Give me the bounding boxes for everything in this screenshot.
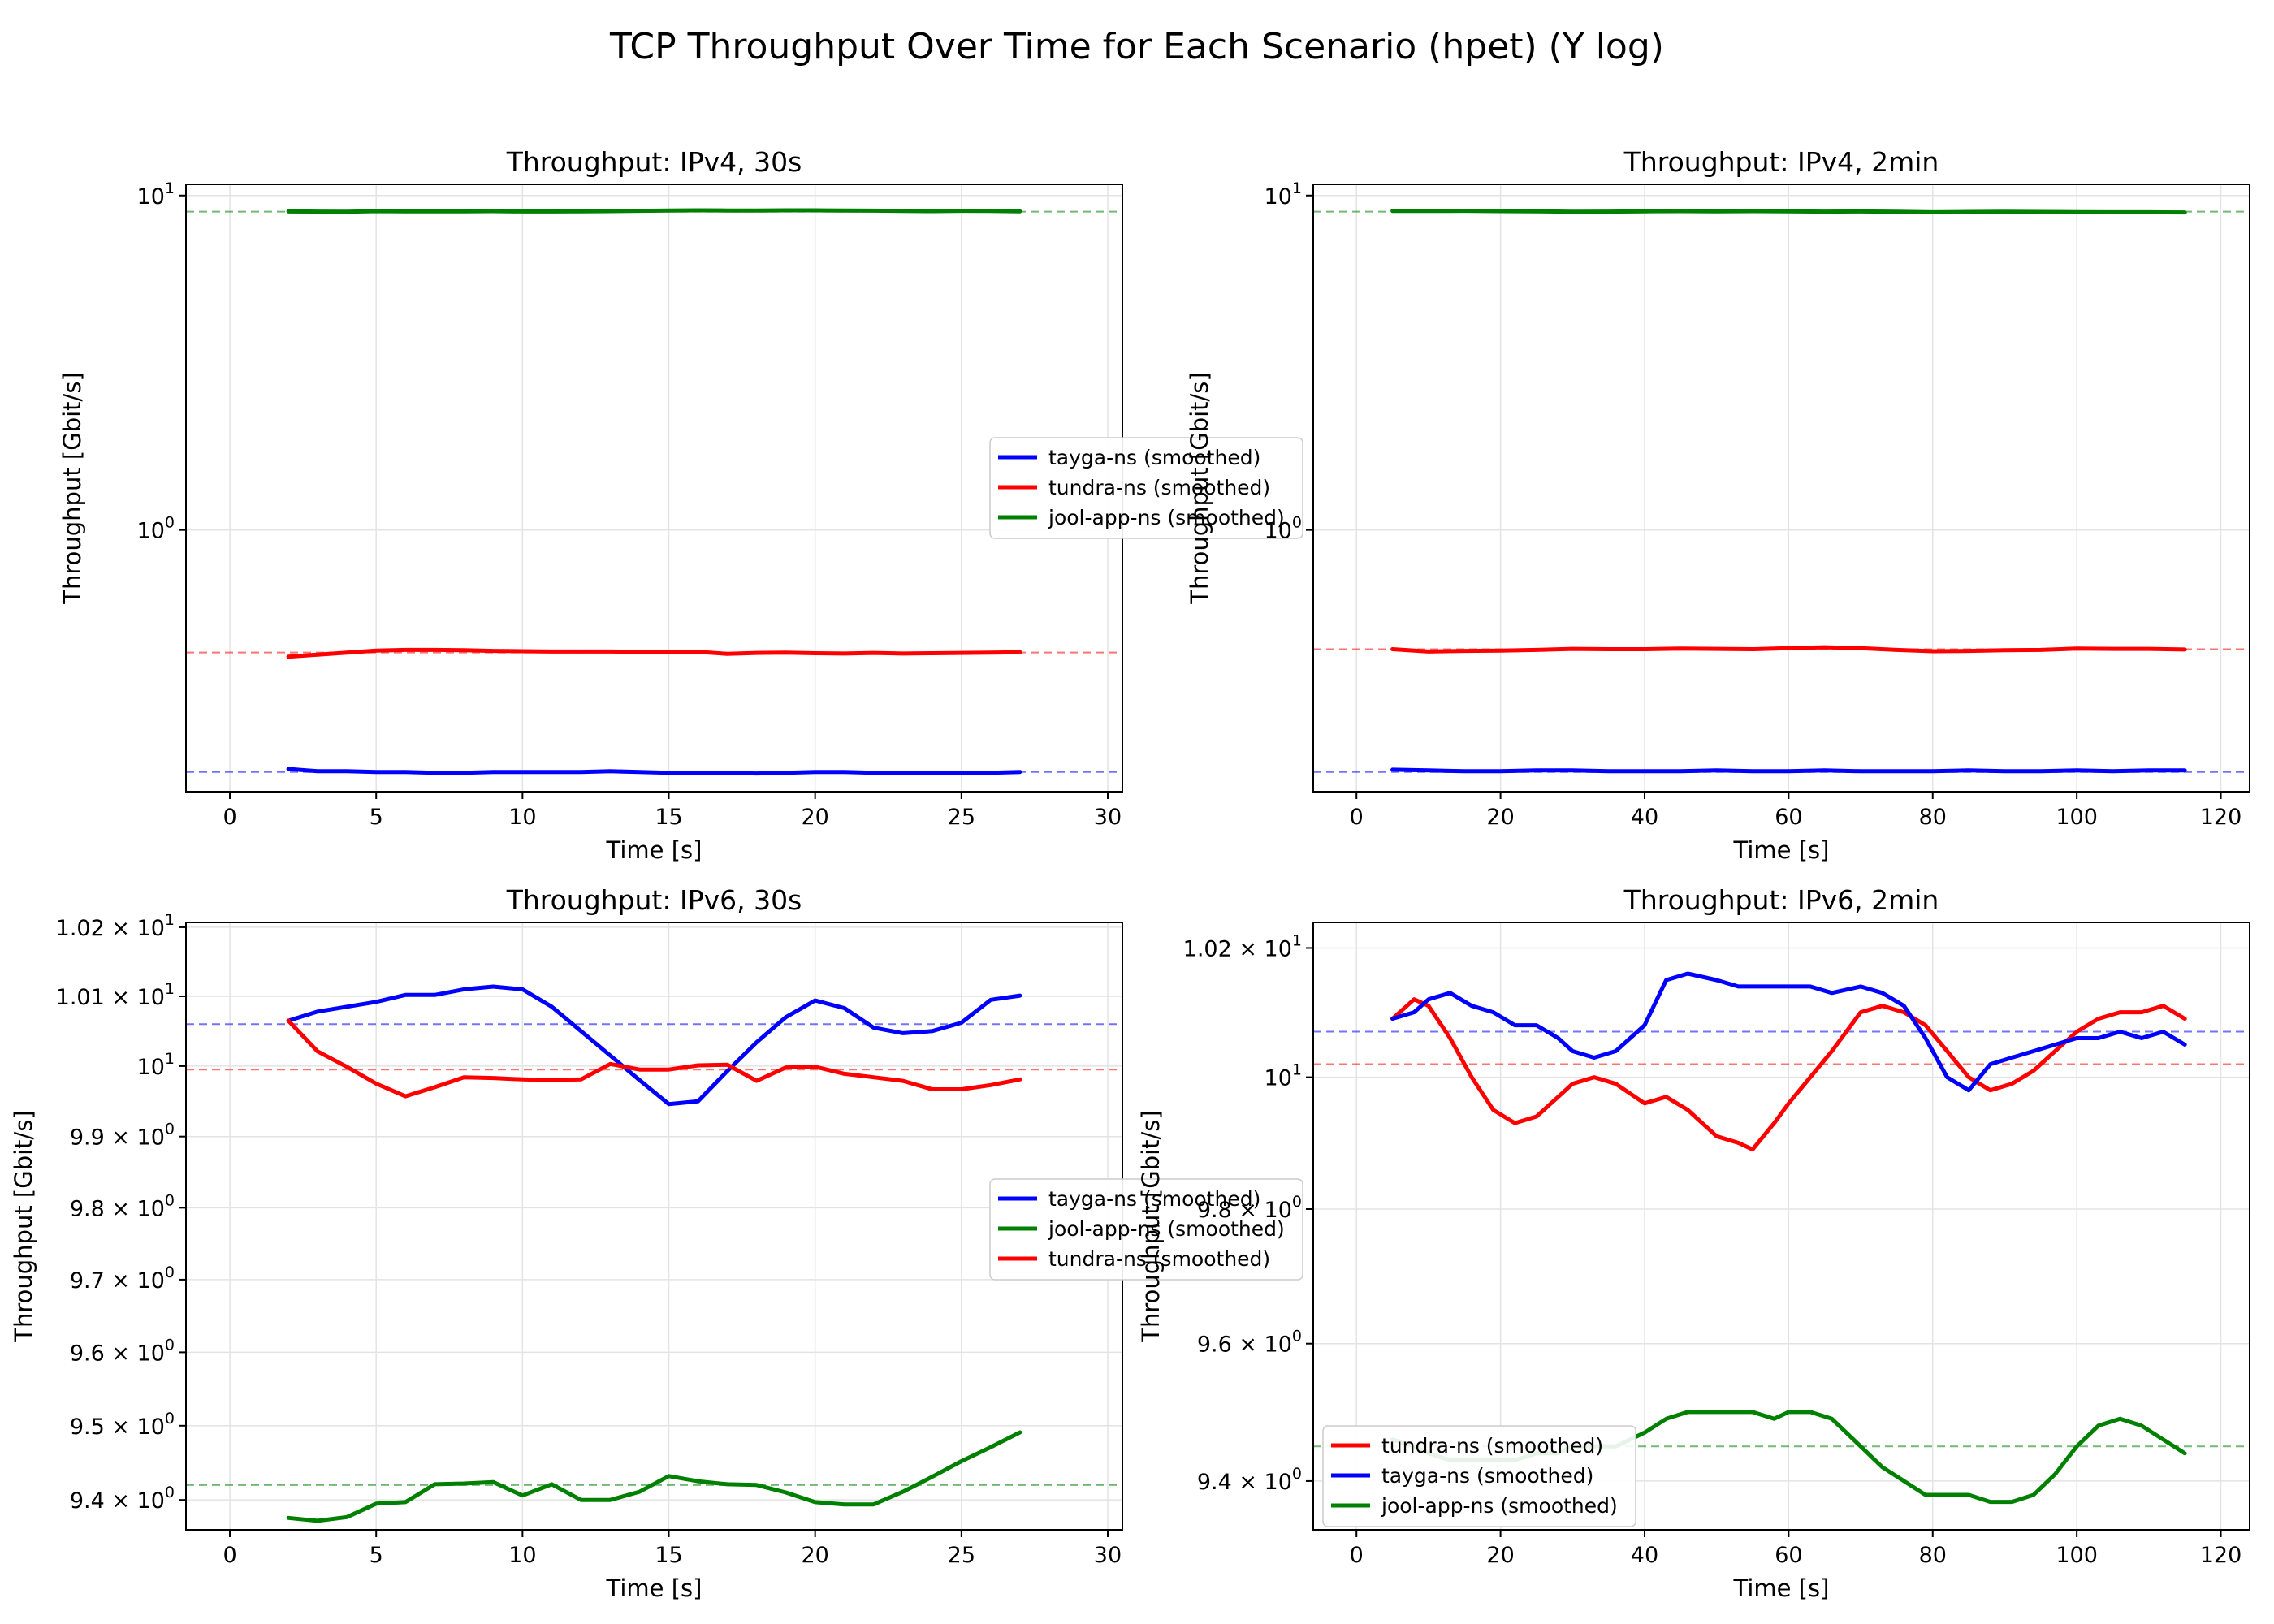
x-tick-label: 25 [948,805,975,830]
x-tick-label: 0 [1350,805,1364,830]
y-tick-label: 9.9 × 100 [70,1121,175,1151]
x-tick-label: 0 [223,805,236,830]
y-tick-label: 1.02 × 101 [1183,931,1302,961]
y-tick-label: 1.02 × 101 [56,911,175,941]
y-tick-label: 9.8 × 100 [1197,1193,1302,1223]
x-tick-label: 20 [801,805,828,830]
x-tick-label: 10 [508,1543,536,1568]
legend-entry: jool-app-ns (smoothed) [1048,1217,1285,1241]
y-tick-label: 9.8 × 100 [70,1191,175,1221]
y-axis-label: Throughput [Gbit/s] [58,372,86,604]
y-tick-label: 101 [137,179,175,209]
series-line-tundra-ns [1390,997,2187,1151]
legend-entry: tayga-ns (smoothed) [1048,446,1260,469]
series-line-tundra-ns [286,647,1022,659]
x-tick-label: 5 [370,1543,383,1568]
y-tick-label: 9.6 × 100 [70,1336,175,1366]
legend-box [1322,1425,1636,1527]
y-tick-label: 101 [1265,1061,1302,1091]
y-tick-label: 1.01 × 101 [56,980,175,1010]
axes-frame [1312,184,2250,793]
x-tick-label: 60 [1775,1543,1802,1568]
series-line-tayga-ns [1390,971,2187,1093]
x-tick-label: 60 [1775,805,1802,830]
subplot-3: 0 5 10 15 20 25 30 1.02 × 101 1.01 × 101 101 9.9 ×… [10,884,1303,1602]
series-line-tundra-ns [286,1018,1022,1099]
legend: tayga-ns (smoothed) tundra-ns (smoothed) j… [989,437,1303,539]
legend-box [989,1178,1303,1281]
subplot-title: Throughput: IPv4, 2min [1623,146,1939,178]
y-axis-label: Throughput [Gbit/s] [10,1110,37,1342]
y-tick-label: 101 [1265,179,1302,209]
legend-entry: tayga-ns (smoothed) [1381,1464,1593,1488]
series-line-jool-app-ns [1390,209,2187,215]
legend: tayga-ns (smoothed) jool-app-ns (smoothed… [989,1178,1303,1281]
y-tick-label: 9.6 × 100 [1197,1328,1302,1358]
x-tick-label: 0 [1350,1543,1364,1568]
y-tick-label: 9.4 × 100 [70,1484,175,1514]
legend-entry: jool-app-ns (smoothed) [1381,1494,1618,1518]
subplot-1: 0 5 10 15 20 25 30 101 100 Throughput: IPv4, 30s T… [58,146,1303,864]
legend-entry: tundra-ns (smoothed) [1381,1434,1603,1458]
x-tick-label: 20 [1486,805,1514,830]
series-line-tayga-ns [1390,767,2187,774]
x-tick-label: 20 [1486,1543,1514,1568]
x-axis-label: Time [s] [1733,1574,1830,1602]
x-tick-label: 15 [655,1543,682,1568]
figure-title: TCP Throughput Over Time for Each Scenar… [609,26,1664,67]
legend-entry: tundra-ns (smoothed) [1048,476,1270,499]
x-tick-label: 20 [801,1543,828,1568]
x-tick-label: 0 [223,1543,236,1568]
y-tick-label: 9.5 × 100 [70,1410,175,1440]
legend-entry: jool-app-ns (smoothed) [1048,506,1285,529]
x-tick-label: 120 [2200,1543,2242,1568]
x-tick-label: 5 [370,805,383,830]
subplot-2: 0 20 40 60 80 100 120 101 100 Throughput: IPv4, 2… [1186,146,2250,864]
legend-entry: tundra-ns (smoothed) [1048,1247,1270,1271]
legend: tundra-ns (smoothed) tayga-ns (smoothed) j… [1322,1425,1636,1527]
series-line-tundra-ns [1390,645,2187,654]
x-tick-label: 100 [2056,1543,2098,1568]
x-tick-label: 30 [1094,805,1122,830]
axes-frame [1312,922,2250,1531]
y-axis-label: Throughput [Gbit/s] [1137,1110,1165,1342]
x-tick-label: 80 [1919,805,1947,830]
x-axis-label: Time [s] [606,836,703,864]
x-tick-label: 10 [508,805,536,830]
x-tick-label: 100 [2056,805,2098,830]
legend-entry: tayga-ns (smoothed) [1048,1187,1260,1211]
y-tick-label: 100 [1265,514,1302,544]
x-tick-label: 15 [655,805,682,830]
series-line-tayga-ns [286,984,1022,1107]
series-line-jool-app-ns [286,1430,1022,1523]
y-tick-label: 9.7 × 100 [70,1263,175,1294]
x-tick-label: 30 [1094,1543,1122,1568]
y-tick-label: 101 [137,1050,175,1080]
x-tick-label: 120 [2200,805,2242,830]
x-tick-label: 80 [1919,1543,1947,1568]
subplot-title: Throughput: IPv6, 2min [1623,884,1939,916]
x-tick-label: 40 [1631,1543,1658,1568]
subplot-title: Throughput: IPv4, 30s [506,146,802,178]
series-line-jool-app-ns [286,208,1022,214]
y-tick-label: 9.4 × 100 [1197,1465,1302,1495]
legend-box [989,437,1303,539]
y-tick-label: 100 [137,514,175,544]
x-tick-label: 40 [1631,805,1658,830]
subplot-4: 0 20 40 60 80 100 120 1.02 × 101 101 9.8 × 100 9.6… [1137,884,2250,1602]
x-axis-label: Time [s] [606,1574,703,1602]
x-axis-label: Time [s] [1733,836,1830,864]
y-axis-label: Throughput [Gbit/s] [1186,372,1213,604]
subplot-title: Throughput: IPv6, 30s [506,884,802,916]
series-line-tayga-ns [286,767,1022,776]
x-tick-label: 25 [948,1543,975,1568]
